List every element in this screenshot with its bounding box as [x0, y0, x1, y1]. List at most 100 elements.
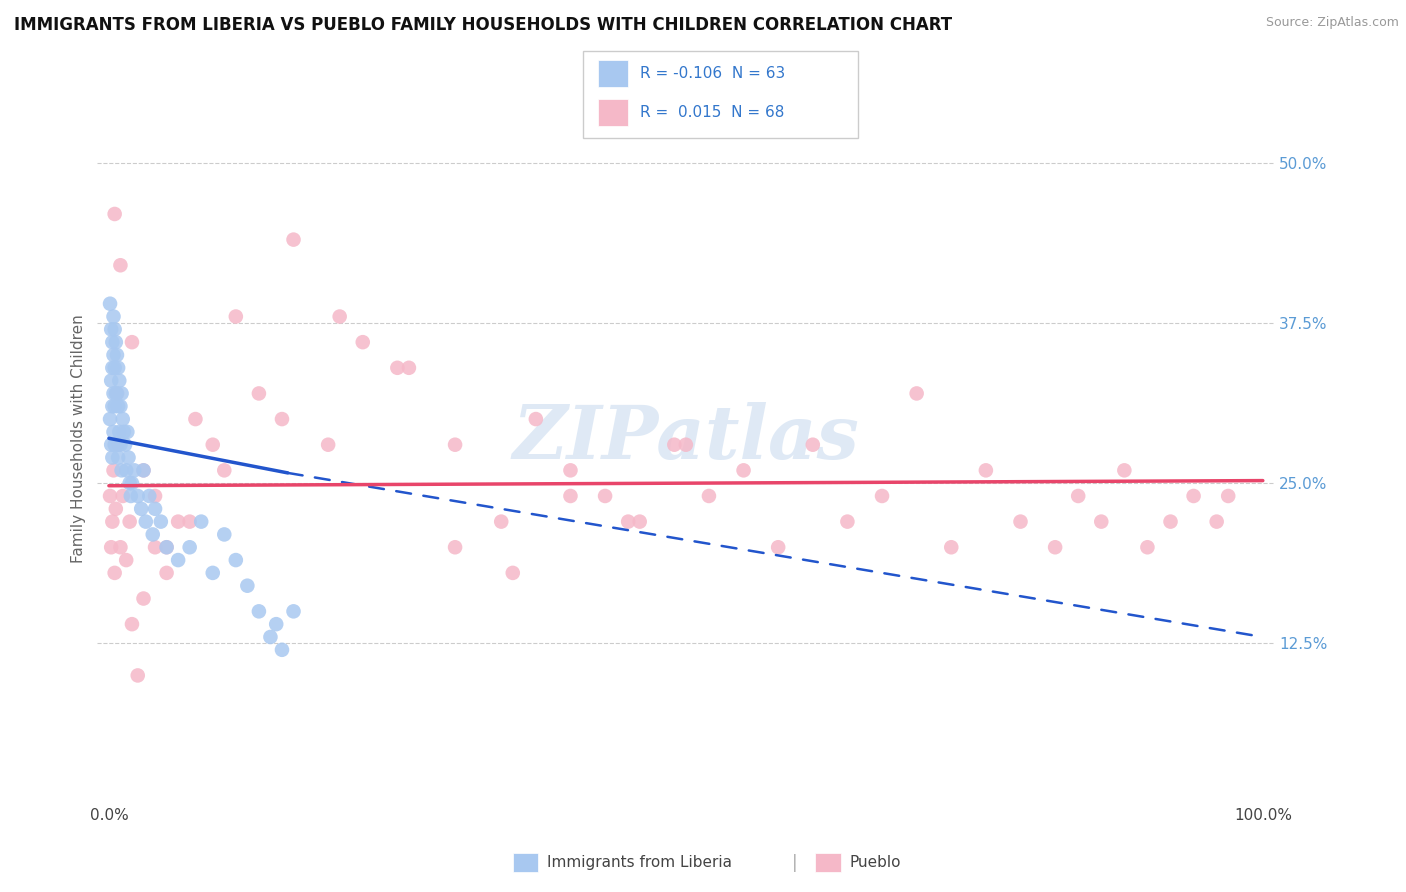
Point [271, 642, 294, 657]
Point [1218, 489, 1240, 503]
Point [593, 489, 616, 503]
Point [105, 386, 128, 401]
Point [104, 360, 127, 375]
Text: R =  0.015  N = 68: R = 0.015 N = 68 [640, 105, 785, 120]
Point [103, 348, 125, 362]
Point [104, 438, 127, 452]
Point [118, 515, 141, 529]
Text: IMMIGRANTS FROM LIBERIA VS PUEBLO FAMILY HOUSEHOLDS WITH CHILDREN CORRELATION CH: IMMIGRANTS FROM LIBERIA VS PUEBLO FAMILY… [14, 16, 952, 34]
Point [247, 604, 270, 618]
Point [271, 412, 294, 426]
Point [115, 553, 138, 567]
Point [143, 501, 166, 516]
Point [127, 489, 149, 503]
Point [104, 386, 127, 401]
Point [167, 553, 190, 567]
Point [103, 463, 125, 477]
Point [560, 463, 582, 477]
Point [1090, 515, 1112, 529]
Point [104, 501, 127, 516]
Text: Immigrants from Liberia: Immigrants from Liberia [547, 855, 733, 870]
Point [100, 438, 122, 452]
Point [179, 541, 201, 555]
Text: |: | [792, 854, 797, 871]
Point [1136, 541, 1159, 555]
Point [124, 463, 146, 477]
Point [101, 335, 124, 350]
Point [489, 515, 512, 529]
Point [117, 450, 139, 465]
Point [107, 360, 129, 375]
Y-axis label: Family Households with Children: Family Households with Children [72, 314, 86, 563]
Point [98, 296, 121, 310]
Point [697, 489, 720, 503]
Point [155, 566, 177, 580]
Point [179, 515, 201, 529]
Point [110, 541, 132, 555]
Point [115, 463, 138, 477]
Point [766, 541, 789, 555]
Point [283, 233, 305, 247]
Point [155, 541, 177, 555]
Point [121, 335, 143, 350]
Point [1010, 515, 1032, 529]
Point [121, 617, 143, 632]
Point [108, 425, 131, 439]
Point [118, 476, 141, 491]
Point [398, 360, 420, 375]
Point [444, 541, 467, 555]
Point [129, 501, 152, 516]
Point [104, 207, 127, 221]
Point [101, 450, 124, 465]
Text: ZIPatlas: ZIPatlas [512, 402, 859, 475]
Point [387, 360, 409, 375]
Point [112, 425, 135, 439]
Point [560, 489, 582, 503]
Point [502, 566, 524, 580]
Point [110, 386, 132, 401]
Point [110, 463, 132, 477]
Point [104, 335, 127, 350]
Point [104, 322, 127, 336]
Point [103, 386, 125, 401]
Text: Source: ZipAtlas.com: Source: ZipAtlas.com [1265, 16, 1399, 29]
Point [103, 425, 125, 439]
Text: R = -0.106  N = 63: R = -0.106 N = 63 [640, 66, 785, 80]
Point [104, 438, 127, 452]
Point [225, 310, 247, 324]
Point [138, 489, 160, 503]
Point [104, 399, 127, 413]
Point [132, 463, 155, 477]
Point [316, 438, 339, 452]
Point [236, 579, 259, 593]
Point [105, 438, 128, 452]
Point [1043, 541, 1066, 555]
Point [143, 489, 166, 503]
Text: Pueblo: Pueblo [849, 855, 901, 870]
Point [283, 604, 305, 618]
Point [101, 515, 124, 529]
Point [105, 386, 128, 401]
Point [110, 399, 132, 413]
Point [974, 463, 997, 477]
Point [127, 668, 149, 682]
Point [111, 412, 134, 426]
Point [352, 335, 374, 350]
Point [190, 515, 212, 529]
Point [259, 630, 281, 644]
Point [107, 438, 129, 452]
Point [837, 515, 859, 529]
Point [941, 541, 963, 555]
Point [111, 489, 134, 503]
Point [664, 438, 686, 452]
Point [101, 399, 124, 413]
Point [107, 399, 129, 413]
Point [1160, 515, 1182, 529]
Point [110, 438, 132, 452]
Point [524, 412, 547, 426]
Point [444, 438, 467, 452]
Point [201, 438, 224, 452]
Point [214, 527, 236, 541]
Point [132, 463, 155, 477]
Point [184, 412, 207, 426]
